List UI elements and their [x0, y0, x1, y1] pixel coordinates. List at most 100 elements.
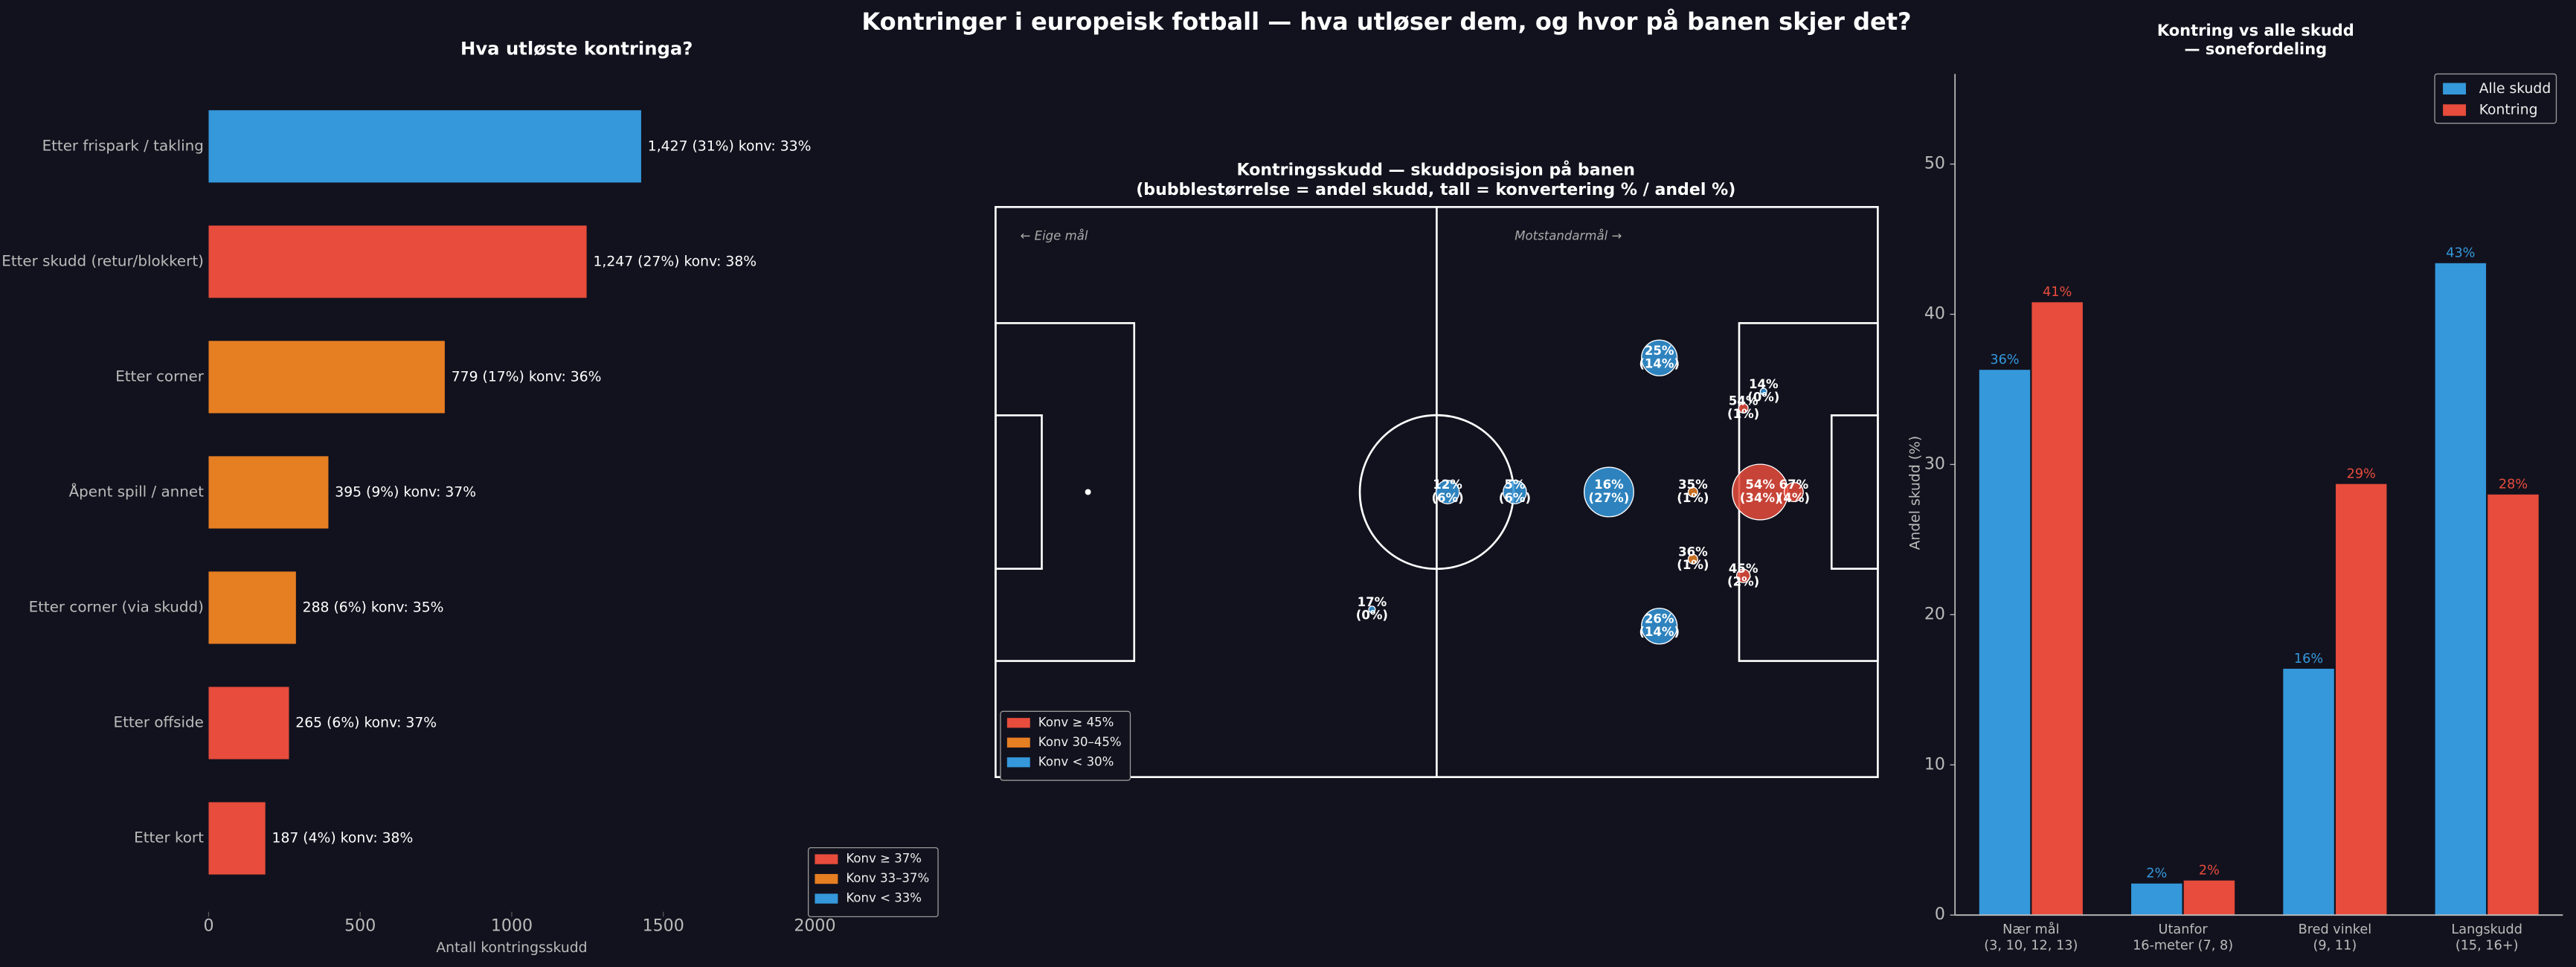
bubble-label: (1%) [1677, 558, 1709, 572]
x-tick-label: 2000 [794, 917, 835, 936]
annotation: ← Eige mål [1021, 229, 1088, 243]
bubble-label: 16% [1594, 478, 1624, 492]
y-tick-label: 30 [1924, 454, 1945, 473]
y-tick-label: 20 [1924, 605, 1945, 623]
bubble-label: 45% [1729, 562, 1758, 576]
bubble-label: 54% [1745, 478, 1775, 492]
legend-swatch [1006, 737, 1030, 748]
legend-label: Konv < 33% [846, 891, 922, 905]
y-axis-label: Andel skudd (%) [1908, 436, 1924, 550]
bar [208, 802, 266, 875]
x-tick-label: 1000 [491, 917, 533, 936]
bar [2183, 880, 2235, 916]
bar [208, 110, 641, 183]
category-label: Åpent spill / annet [69, 483, 204, 500]
bubble-label: (6%) [1431, 491, 1463, 505]
category-label: Etter corner (via skudd) [29, 598, 204, 615]
six-yard-left [995, 414, 1043, 570]
bubble-label: 26% [1645, 611, 1674, 626]
x-axis-label: Antall kontringsskudd [436, 940, 587, 956]
bar [2131, 883, 2182, 916]
bubble [1503, 480, 1527, 504]
bubble-label: 25% [1645, 344, 1674, 358]
bubble-label: (2%) [1727, 575, 1759, 589]
bubble-label: 54% [1729, 393, 1758, 408]
bubble [1687, 486, 1698, 498]
bubble-label: (1%) [1727, 407, 1759, 421]
bar [208, 341, 445, 414]
annotation: Motstandarmål → [1515, 229, 1622, 243]
bubble-label: 12% [1433, 478, 1462, 492]
bubble [1641, 339, 1678, 376]
bubble-label: 17% [1358, 595, 1387, 609]
value-label: 36% [1990, 353, 2019, 367]
legend-swatch [815, 893, 838, 904]
bar [2283, 669, 2334, 916]
bar [208, 571, 296, 644]
six-yard-right [1830, 414, 1879, 570]
bar [208, 225, 587, 298]
bar [2435, 263, 2487, 916]
bubble [1583, 466, 1634, 518]
chart-title: Hva utløste kontringa? [460, 37, 693, 59]
legend-label: Konv < 30% [1038, 754, 1114, 768]
value-label: 2% [2199, 863, 2220, 878]
bar [208, 687, 289, 759]
value-label: 1,427 (31%) konv: 33% [648, 138, 812, 154]
value-label: 395 (9%) konv: 37% [335, 484, 476, 500]
x-tick-label: 1500 [643, 917, 684, 936]
bubble-label: (14%) [1639, 356, 1680, 370]
bubble [1783, 482, 1804, 502]
bar [1979, 370, 2031, 916]
bubble-label: (0%) [1747, 391, 1779, 405]
bubble [1735, 568, 1751, 583]
value-label: 43% [2446, 246, 2475, 261]
category-label: Etter corner [115, 367, 205, 385]
x-tick-label: Langskudd (15, 16+) [2451, 922, 2522, 953]
bubble-label: 36% [1678, 544, 1708, 559]
legend-label: Konv ≥ 37% [846, 852, 922, 866]
x-tick-label: Nær mål (3, 10, 12, 13) [1984, 922, 2078, 953]
chart-title: Kontring vs alle skudd — sonefordeling [2157, 22, 2354, 58]
bubble-label: 14% [1749, 377, 1779, 391]
value-label: 2% [2146, 867, 2167, 881]
legend-swatch [2443, 83, 2467, 95]
bubble-label: (6%) [1499, 491, 1531, 505]
y-tick-label: 40 [1924, 304, 1945, 323]
x-tick-label: Utanfor 16-meter (7, 8) [2133, 922, 2233, 953]
bar [2031, 302, 2083, 916]
value-label: 28% [2499, 478, 2528, 492]
bubble-label: (4%) [1778, 491, 1810, 505]
chart-title: Kontringsskudd — skuddposisjon på banen(… [1136, 161, 1735, 200]
y-tick-label: 50 [1924, 155, 1945, 173]
x-tick-label: Bred vinkel (9, 11) [2299, 922, 2372, 953]
bubble-label: 5% [1504, 478, 1526, 492]
y-tick-label: 10 [1924, 755, 1945, 774]
bubble [1368, 605, 1376, 614]
value-label: 41% [2043, 285, 2072, 300]
legend-swatch [2443, 104, 2467, 116]
bubble-label: (1%) [1677, 491, 1709, 505]
bubble [1687, 553, 1698, 565]
legend-label: Kontring [2479, 102, 2538, 118]
legend-label: Konv ≥ 45% [1038, 715, 1114, 729]
value-label: 265 (6%) konv: 37% [295, 716, 437, 731]
legend-label: Alle skudd [2479, 81, 2551, 97]
main-title: Kontringer i europeisk fotball — hva utl… [861, 7, 1911, 36]
legend-box [1000, 710, 1131, 781]
category-label: Etter frispark / takling [42, 137, 204, 154]
bar [2336, 484, 2387, 916]
x-tick-label: 0 [203, 917, 213, 936]
legend-swatch [1006, 718, 1030, 728]
value-label: 1,247 (27%) konv: 38% [593, 254, 757, 269]
bubble [1738, 402, 1749, 414]
legend-label: Konv 30–45% [1038, 735, 1122, 749]
legend-swatch [815, 873, 838, 884]
value-label: 187 (4%) konv: 38% [272, 831, 414, 846]
bubble [1759, 388, 1767, 396]
bubble-label: 35% [1678, 478, 1708, 492]
bubble-label: (14%) [1639, 625, 1680, 639]
value-label: 16% [2294, 652, 2323, 666]
bar [208, 456, 329, 529]
